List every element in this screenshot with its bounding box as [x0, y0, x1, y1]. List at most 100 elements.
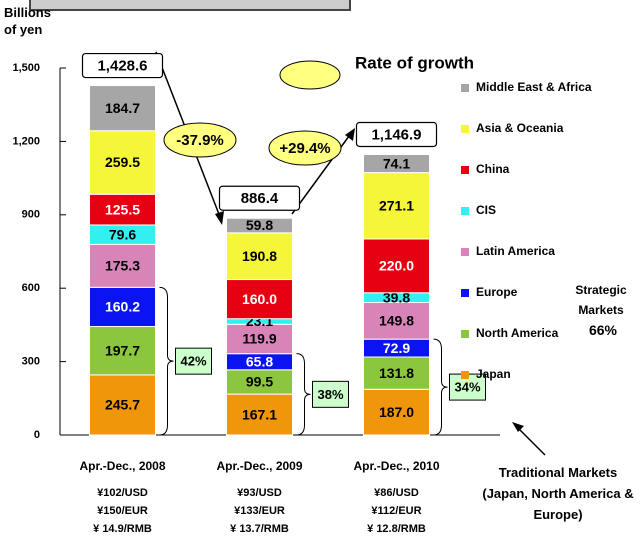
total-label: 1,428.6	[97, 58, 147, 75]
arrowhead	[345, 128, 355, 141]
brace	[159, 286, 174, 436]
bar-segment	[226, 279, 293, 320]
legend-label: Middle East & Africa	[476, 80, 592, 94]
legend-swatch	[461, 289, 469, 297]
data-label: 167.1	[242, 406, 277, 422]
bar-segment	[226, 323, 293, 355]
y-tick-label: 1,500	[12, 62, 40, 74]
data-label: 74.1	[383, 155, 410, 171]
legend-swatch	[461, 371, 469, 379]
arrowhead	[215, 211, 224, 225]
exchange-rate: ¥112/EUR	[371, 505, 421, 517]
exchange-rate: ¥ 13.7/RMB	[230, 523, 289, 535]
y-axis-label: Billions of yen	[4, 5, 51, 37]
data-label: 160.0	[242, 291, 277, 307]
data-label: 245.7	[105, 397, 140, 413]
data-label: 65.8	[246, 353, 273, 369]
data-label: 271.1	[379, 197, 414, 213]
legend-label: China	[476, 162, 510, 176]
x-tick-label: Apr.-Dec., 2009	[216, 459, 302, 473]
total-label: 1,146.9	[371, 126, 421, 143]
legend-label: North America	[476, 326, 559, 340]
title-box	[29, 0, 351, 11]
total-label: 886.4	[241, 190, 279, 207]
bar-segment	[363, 356, 430, 390]
data-label: 59.8	[246, 217, 273, 233]
legend-swatch	[461, 248, 469, 256]
total-box	[218, 185, 301, 211]
growth-label: -37.9%	[176, 132, 224, 149]
legend-label: CIS	[476, 203, 496, 217]
bar-segment	[226, 217, 293, 234]
growth-legend: Rate of growth	[355, 53, 474, 72]
y-tick-label: 0	[34, 429, 40, 441]
exchange-rate: ¥102/USD	[97, 487, 148, 499]
data-label: 175.3	[105, 258, 140, 274]
x-tick-label: Apr.-Dec., 2008	[79, 459, 165, 473]
exchange-rate: ¥133/EUR	[234, 505, 285, 517]
exchange-rate: ¥ 12.8/RMB	[367, 523, 426, 535]
bar-segment	[226, 232, 293, 281]
bar-segment	[363, 302, 430, 340]
data-label: 184.7	[105, 100, 140, 116]
growth-label: +29.4%	[279, 140, 330, 157]
legend-label: Asia & Oceania	[476, 121, 564, 135]
data-label: 39.8	[383, 289, 410, 305]
share-label: 34%	[454, 380, 480, 395]
data-label: 99.5	[246, 374, 273, 390]
growth-marker	[163, 122, 237, 158]
legend-swatch	[461, 125, 469, 133]
bar-segment	[363, 153, 430, 174]
legend-swatch	[461, 84, 469, 92]
y-tick-label: 300	[22, 356, 40, 368]
data-label: 190.8	[242, 248, 277, 264]
legend-swatch	[461, 207, 469, 215]
exchange-rate: ¥150/EUR	[97, 505, 148, 517]
strategic-label: Strategic Markets	[575, 283, 627, 317]
data-label: 259.5	[105, 154, 140, 170]
bar-segment	[226, 393, 293, 436]
bar-segment	[89, 243, 156, 288]
legend-swatch	[461, 166, 469, 174]
brace	[296, 353, 311, 436]
growth-marker	[268, 130, 342, 166]
y-tick-label: 600	[22, 282, 40, 294]
bar-segment	[363, 172, 430, 240]
bar-segment	[89, 130, 156, 195]
bar-segment	[226, 369, 293, 395]
arrowhead	[512, 422, 524, 432]
y-tick-label: 1,200	[12, 135, 40, 147]
exchange-rate: ¥93/USD	[237, 487, 282, 499]
traditional-label: Traditional Markets (Japan, North Americ…	[482, 465, 634, 522]
data-label: 119.9	[242, 331, 276, 347]
x-tick-label: Apr.-Dec., 2010	[353, 459, 439, 473]
arrow	[291, 131, 353, 215]
bar-segment	[89, 193, 156, 226]
data-label: 131.8	[379, 365, 414, 381]
legend-label: Europe	[476, 285, 518, 299]
strategic-share: 66%	[588, 322, 618, 338]
brace	[433, 338, 448, 436]
share-box	[312, 380, 349, 408]
data-label: 125.5	[105, 201, 140, 217]
share-box	[175, 347, 212, 375]
data-label: 72.9	[383, 340, 410, 356]
data-label: 149.8	[379, 313, 414, 329]
data-label: 79.6	[109, 226, 136, 242]
legend-label: Latin America	[476, 244, 555, 258]
total-box	[355, 121, 438, 148]
y-tick-label: 900	[22, 209, 40, 221]
legend-label: Japan	[476, 367, 511, 381]
growth-legend-marker	[279, 60, 341, 90]
share-label: 42%	[180, 354, 206, 369]
bar-segment	[363, 238, 430, 294]
exchange-rate: ¥ 14.9/RMB	[93, 523, 152, 535]
data-label: 160.2	[105, 299, 140, 315]
total-box	[81, 52, 164, 79]
legend-swatch	[461, 330, 469, 338]
data-label: 187.0	[379, 404, 414, 420]
bar-segment	[363, 388, 430, 436]
bar-segment	[89, 85, 156, 132]
